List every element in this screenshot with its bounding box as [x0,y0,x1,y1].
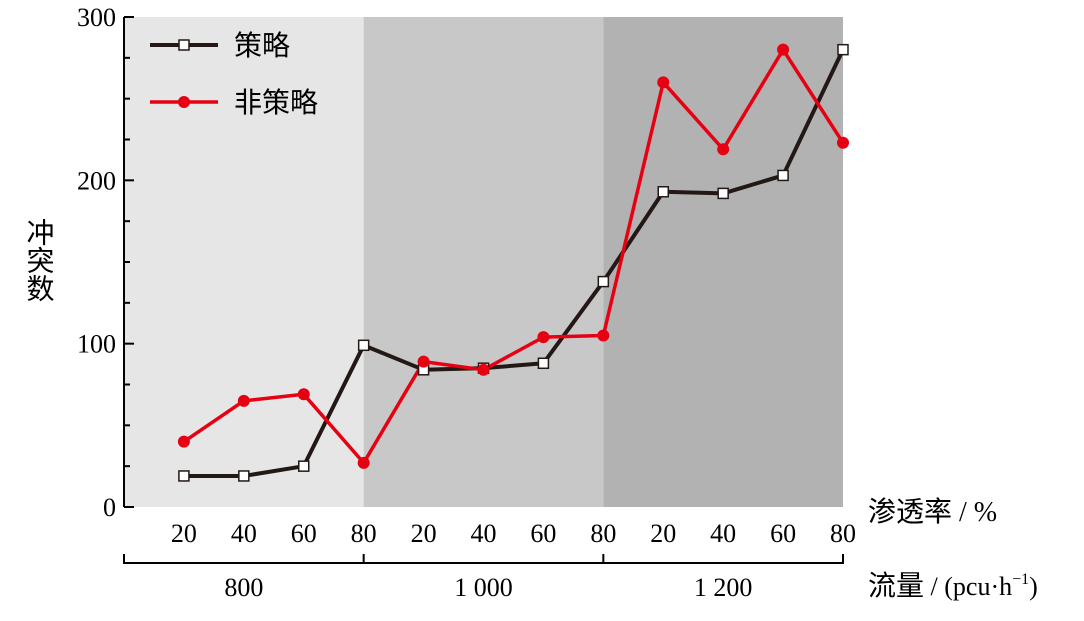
x-tick-label: 80 [351,519,377,548]
point-1-6 [537,331,550,344]
group-axis-label-close: ) [1029,572,1038,601]
series-line-0 [183,48,845,478]
legend-marker-0 [178,39,190,51]
point-0-2 [298,460,310,472]
group-axis-label-unit: / (pcu·h [924,572,1012,601]
point-0-0 [178,470,190,482]
y-tick-label: 0 [103,493,116,522]
group-band-2 [603,17,843,507]
x-tick-label: 40 [710,519,736,548]
x-axis-label-text: 渗透率 [868,495,952,528]
point-1-7 [597,329,610,342]
point-0-8 [657,186,669,198]
x-tick-label: 20 [411,519,437,548]
x-tick-label: 20 [171,519,197,548]
series-lines [182,47,845,478]
point-0-7 [597,275,610,288]
series-line-1 [182,47,845,465]
y-tick-label: 200 [77,166,116,195]
group-axis-label-text: 流量 [868,569,924,602]
legend-label-0: 策略 [234,29,290,62]
series-markers [177,43,849,482]
y-tick-label: 100 [77,330,116,359]
point-1-8 [657,76,670,89]
point-1-9 [717,143,730,156]
x-tick-label: 60 [291,519,317,548]
point-0-9 [717,187,729,200]
axes: 0 100 200 300 20 40 60 80 20 40 60 80 20 40 60 80 800 1 0… [77,3,856,602]
group-axis-label-sup: −1 [1012,571,1029,588]
x-tick-label: 40 [471,519,497,548]
point-1-0 [177,435,190,448]
legend-label-1: 非策略 [234,86,318,119]
point-0-10 [777,169,789,182]
group-bands [124,17,843,507]
point-0-6 [537,357,550,370]
group-label: 1 200 [694,573,753,602]
group-label: 1 000 [454,573,513,602]
x-tick-label: 60 [530,519,556,548]
point-1-2 [297,388,310,401]
x-tick-label: 40 [231,519,257,548]
y-tick-label: 300 [77,3,116,32]
x-axis-label: 渗透率 / % [868,495,997,528]
point-1-4 [417,355,430,368]
point-1-10 [777,43,790,56]
x-tick-label: 80 [830,519,856,548]
group-band-1 [363,17,604,507]
x-tick-label: 80 [590,519,616,548]
x-axis-label-unit: / % [952,497,997,528]
point-0-1 [238,470,250,482]
y-axis-label: 冲突数 [23,218,56,302]
point-1-3 [357,456,370,469]
point-0-11 [837,43,849,56]
point-1-1 [237,394,250,407]
legend-marker-1 [178,96,190,108]
x-tick-label: 20 [650,519,676,548]
point-1-5 [477,363,490,376]
group-axis-label: 流量 / (pcu·h−1) [868,569,1038,602]
point-1-11 [837,136,849,149]
x-tick-label: 60 [770,519,796,548]
point-0-3 [357,339,370,352]
group-label: 800 [224,573,263,602]
